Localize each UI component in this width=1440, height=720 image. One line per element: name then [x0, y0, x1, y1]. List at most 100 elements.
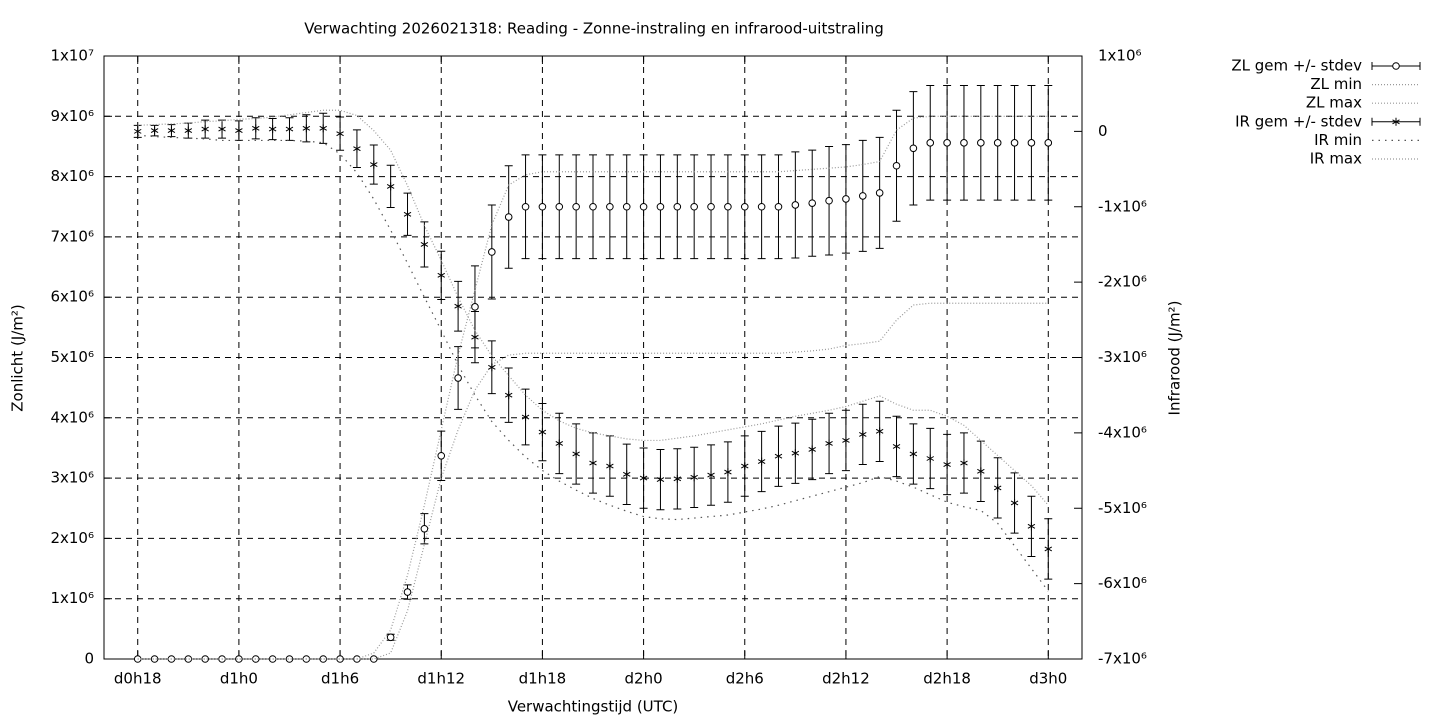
- x-tick-label: d1h6: [321, 670, 359, 688]
- marker-stroke: [555, 440, 564, 446]
- x-axis-title: Verwachtingstijd (UTC): [508, 698, 679, 716]
- marker-stroke: [504, 392, 513, 398]
- data-point: [555, 202, 564, 211]
- marker-stroke: [420, 242, 429, 247]
- y-tick-label: 6x10⁶: [50, 288, 94, 306]
- y-tick-label: 1x10⁷: [50, 47, 94, 65]
- marker-stroke: [1044, 546, 1053, 552]
- data-point: [589, 202, 597, 211]
- marker-stroke: [201, 126, 209, 132]
- data-point: [993, 483, 1002, 492]
- legend-label: ZL max: [1306, 94, 1362, 112]
- marker-stroke: [875, 428, 884, 434]
- y-tick-label: 8x10⁶: [50, 167, 94, 185]
- marker-stroke: [1010, 500, 1019, 506]
- data-point: [606, 202, 614, 211]
- legend-label: IR gem +/- stdev: [1235, 112, 1362, 130]
- marker-stroke: [993, 485, 1002, 491]
- marker-stroke: [235, 128, 243, 134]
- data-point: [673, 474, 682, 483]
- data-point: [993, 139, 1002, 147]
- y2-tick-label: -3x10⁶: [1098, 348, 1147, 366]
- data-point: [656, 202, 665, 211]
- data-point: [825, 196, 833, 205]
- data-point: [454, 302, 462, 311]
- marker-stroke: [572, 451, 580, 457]
- y2-tick-label: -2x10⁶: [1098, 273, 1147, 291]
- marker-stroke: [842, 437, 850, 443]
- marker-stroke: [859, 431, 867, 437]
- y-tick-label: 5x10⁶: [50, 348, 94, 366]
- data-point: [690, 202, 698, 211]
- data-point: [977, 467, 985, 476]
- marker-stroke: [589, 460, 597, 466]
- marker-stroke: [741, 463, 749, 469]
- data-point: [370, 160, 378, 169]
- marker-stroke: [437, 272, 445, 278]
- marker-stroke: [252, 125, 260, 131]
- marker-stroke: [403, 211, 412, 217]
- data-point: [184, 126, 193, 135]
- data-point: [926, 454, 934, 463]
- series-line: [137, 109, 1049, 506]
- series-line: [137, 134, 1049, 592]
- data-point: [859, 430, 867, 439]
- chart-title: Verwachting 2026021318: Reading - Zonne-…: [304, 20, 884, 38]
- data-point: [926, 139, 935, 147]
- data-point: [420, 240, 429, 249]
- x-tick-label: d2h6: [726, 670, 764, 688]
- marker-stroke: [707, 472, 715, 478]
- marker-stroke: [386, 183, 395, 189]
- data-point: [454, 374, 462, 382]
- y-tick-label: 1x10⁶: [50, 589, 94, 607]
- data-point: [875, 189, 884, 197]
- legend-marker: [1392, 62, 1400, 70]
- data-point: [1027, 522, 1036, 531]
- plot-frame: [103, 55, 1083, 660]
- data-point: [386, 182, 395, 191]
- x-tick-label: d3h0: [1029, 670, 1067, 688]
- data-point: [555, 439, 564, 448]
- data-point: [471, 333, 479, 342]
- marker-stroke: [909, 451, 918, 457]
- y-tick-label: 4x10⁶: [50, 408, 94, 426]
- marker-stroke: [370, 162, 378, 167]
- data-point: [133, 127, 142, 136]
- legend-label: ZL min: [1310, 75, 1362, 93]
- data-point: [353, 144, 361, 153]
- data-point: [960, 139, 968, 147]
- data-point: [1044, 544, 1053, 553]
- data-point: [504, 391, 513, 400]
- data-point: [1010, 498, 1019, 507]
- data-point: [707, 202, 715, 211]
- marker-stroke: [319, 125, 327, 131]
- marker-stroke: [960, 460, 968, 466]
- marker-stroke: [521, 414, 530, 420]
- y-axis-title: Zonlicht (J/m²): [9, 304, 27, 412]
- data-point: [909, 449, 918, 458]
- data-point: [488, 248, 496, 256]
- y-tick-label: 9x10⁶: [50, 107, 94, 125]
- marker-stroke: [302, 125, 311, 131]
- data-point: [606, 462, 614, 471]
- marker-stroke: [606, 463, 614, 469]
- y2-tick-label: -6x10⁶: [1098, 574, 1147, 592]
- data-point: [504, 213, 513, 221]
- marker-stroke: [673, 476, 682, 482]
- marker-stroke: [808, 447, 816, 452]
- data-point: [892, 442, 901, 451]
- marker-stroke: [218, 126, 226, 132]
- data-point: [437, 271, 445, 280]
- data-point: [1044, 139, 1053, 147]
- y2-axis-title: Infrarood (J/m²): [1166, 301, 1184, 416]
- data-point: [791, 201, 800, 209]
- data-point: [538, 428, 547, 437]
- x-tick-label: d1h0: [220, 670, 258, 688]
- marker-stroke: [1392, 119, 1400, 125]
- data-point: [150, 126, 159, 135]
- data-point: [319, 124, 327, 133]
- x-tick-label: d2h18: [923, 670, 971, 688]
- marker-stroke: [471, 334, 479, 340]
- marker-stroke: [791, 450, 800, 456]
